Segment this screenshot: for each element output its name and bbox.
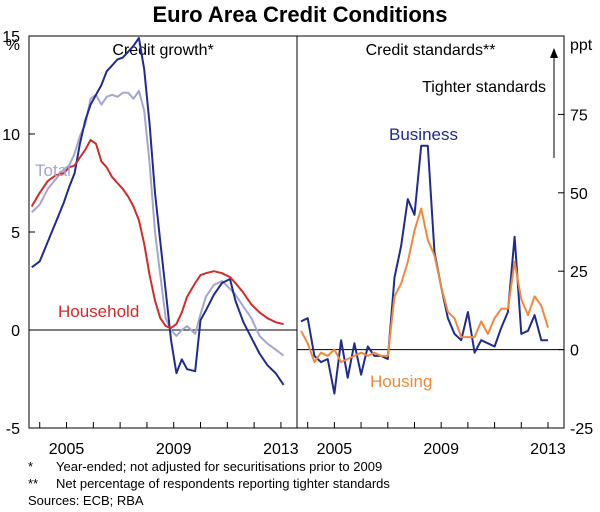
y-tick-label-left: 0 <box>11 323 20 340</box>
chart-title: Euro Area Credit Conditions <box>153 2 448 27</box>
y-tick-label-left: -5 <box>6 421 20 438</box>
x-tick-label: 2009 <box>423 441 459 458</box>
x-tick-label: 2009 <box>156 441 192 458</box>
arrow-head-icon <box>550 48 558 58</box>
y-tick-label-right: 75 <box>570 107 588 124</box>
footnote-2-text: Net percentage of respondents reporting … <box>56 476 390 491</box>
label-housing: Housing <box>370 372 432 391</box>
footnote-1-text: Year-ended; not adjusted for securitisat… <box>56 459 382 474</box>
x-tick-label: 2013 <box>263 441 299 458</box>
sources-note: Sources: ECB; RBA <box>28 493 144 508</box>
y-tick-label-right: 25 <box>570 264 588 281</box>
credit-standards-panel: -25 0 25 50 75 2005 2009 2013 Credit standards**… <box>297 37 593 458</box>
panel-title: Credit growth* <box>112 42 213 59</box>
panel-title: Credit standards** <box>366 42 496 59</box>
label-tighter-standards: Tighter standards <box>422 79 546 96</box>
label-household: Household <box>58 302 139 321</box>
x-tick-label: 2005 <box>49 441 85 458</box>
y-tick-label-left: 5 <box>11 225 20 242</box>
footnote-1-mark: * <box>28 459 33 474</box>
series-line-business <box>31 37 285 386</box>
label-business: Business <box>389 125 458 144</box>
y-axis-unit-left: % <box>6 37 20 54</box>
footnotes: * Year-ended; not adjusted for securitis… <box>28 459 390 508</box>
y-tick-label-left: 10 <box>2 127 20 144</box>
y-tick-label-right: 50 <box>570 186 588 203</box>
y-tick-label-right: -25 <box>570 421 593 438</box>
y-tick-label-left: 15 <box>2 29 20 46</box>
x-tick-label: 2005 <box>317 441 353 458</box>
credit-growth-panel: -5 0 5 10 15 2005 2009 2013 Credit growth*% Total… <box>2 29 299 458</box>
y-axis-unit-right: ppt <box>570 37 593 54</box>
x-tick-label: 2013 <box>530 441 566 458</box>
series-line-total <box>31 89 285 357</box>
footnote-2-mark: ** <box>28 476 38 491</box>
series-line-household <box>30 138 284 329</box>
label-total: Total <box>35 161 71 180</box>
series-line-housing <box>300 207 549 364</box>
series-line-business <box>300 144 548 395</box>
y-tick-label-right: 0 <box>570 343 579 360</box>
